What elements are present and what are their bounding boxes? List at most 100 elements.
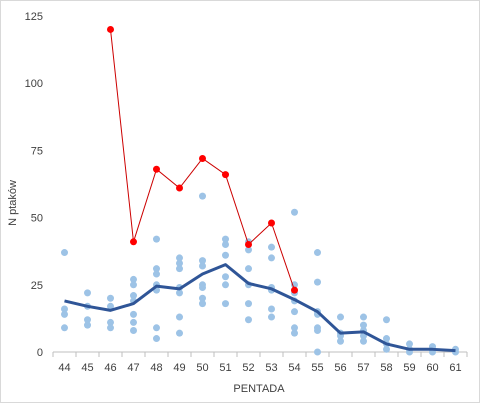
scatter-point <box>291 324 298 332</box>
scatter-point <box>245 300 252 308</box>
x-tick-label: 61 <box>449 362 461 374</box>
scatter-point <box>61 310 68 318</box>
max-point <box>176 184 183 192</box>
scatter-point <box>383 345 390 353</box>
x-tick-label: 58 <box>380 362 392 374</box>
scatter-point <box>337 313 344 321</box>
scatter-point <box>291 329 298 337</box>
x-axis-label: PENTADA <box>233 383 285 395</box>
scatter-point <box>130 292 137 300</box>
scatter-point <box>199 283 206 291</box>
scatter-point <box>61 324 68 332</box>
mean-line <box>64 263 456 353</box>
scatter-point <box>153 335 160 343</box>
scatter-point <box>291 208 298 216</box>
scatter-point <box>222 240 229 248</box>
x-tick-label: 60 <box>426 362 438 374</box>
scatter-point <box>314 348 321 356</box>
scatter-point <box>383 316 390 324</box>
scatter-point <box>130 310 137 318</box>
x-tick-label: 54 <box>288 362 300 374</box>
x-tick-label: 48 <box>150 362 162 374</box>
x-tick-label: 50 <box>196 362 208 374</box>
scatter-point <box>314 326 321 334</box>
max-point <box>107 25 114 33</box>
scatter-point <box>153 270 160 278</box>
max-point <box>291 286 298 294</box>
scatter-point <box>291 308 298 316</box>
y-tick-label: 75 <box>31 145 43 157</box>
x-tick-label: 56 <box>334 362 346 374</box>
max-point <box>222 171 229 179</box>
scatter-point <box>61 249 68 257</box>
scatter-point <box>222 251 229 259</box>
x-tick-label: 46 <box>104 362 116 374</box>
y-tick-label: 25 <box>31 280 43 292</box>
y-tick-label: 50 <box>31 213 43 225</box>
scatter-point <box>199 262 206 270</box>
scatter-point <box>222 235 229 243</box>
axes-group: 44 45 46 47 48 49 50 51 52 53 54 55 56 57 58 59 60 61 0 25 5… <box>25 11 468 374</box>
scatter-point <box>337 337 344 345</box>
scatter-point <box>199 257 206 265</box>
scatter-point <box>360 313 367 321</box>
scatter-point <box>153 235 160 243</box>
scatter-point <box>107 302 114 310</box>
max-point <box>153 165 160 173</box>
scatter-point <box>176 289 183 297</box>
scatter-point <box>268 313 275 321</box>
scatter-point <box>245 265 252 273</box>
scatter-point <box>107 318 114 326</box>
x-tick-label: 53 <box>265 362 277 374</box>
scatter-point <box>176 313 183 321</box>
x-tick-label: 59 <box>403 362 415 374</box>
y-tick-label: 125 <box>25 11 43 23</box>
scatter-point <box>176 259 183 267</box>
scatter-point <box>245 316 252 324</box>
scatter-point <box>176 254 183 262</box>
scatter-point <box>360 321 367 329</box>
max-point <box>199 154 206 162</box>
max-point <box>245 240 252 248</box>
scatter-point <box>314 249 321 257</box>
scatter-point <box>84 321 91 329</box>
x-tick-label: 44 <box>58 362 70 374</box>
scatter-point <box>199 192 206 200</box>
max-point <box>130 238 137 246</box>
scatter-point <box>84 289 91 297</box>
scatter-point <box>222 300 229 308</box>
scatter-point <box>268 305 275 313</box>
scatter-point <box>199 294 206 302</box>
scatter-point <box>245 246 252 254</box>
scatter-point <box>406 340 413 348</box>
y-axis-label: N ptaków <box>7 180 19 226</box>
max-point <box>268 219 275 227</box>
scatter-point <box>130 326 137 334</box>
scatter-point <box>176 329 183 337</box>
scatter-point <box>130 275 137 283</box>
scatter-point <box>222 273 229 281</box>
x-tick-label: 55 <box>311 362 323 374</box>
scatter-point <box>61 305 68 313</box>
x-tick-label: 57 <box>357 362 369 374</box>
scatter-point <box>268 243 275 251</box>
scatter-point <box>153 324 160 332</box>
lines-group <box>64 25 456 353</box>
scatter-point <box>360 337 367 345</box>
scatter-point <box>176 265 183 273</box>
x-tick-label: 51 <box>219 362 231 374</box>
x-tick-label: 47 <box>127 362 139 374</box>
scatter-point <box>153 265 160 273</box>
scatter-point <box>314 278 321 286</box>
scatter-point <box>383 335 390 343</box>
y-tick-label: 0 <box>37 347 43 359</box>
scatter-group <box>61 192 459 356</box>
scatter-point <box>222 281 229 289</box>
scatter-point <box>107 294 114 302</box>
x-tick-label: 52 <box>242 362 254 374</box>
scatter-point <box>199 300 206 308</box>
scatter-point <box>107 324 114 332</box>
scatter-point <box>130 318 137 326</box>
